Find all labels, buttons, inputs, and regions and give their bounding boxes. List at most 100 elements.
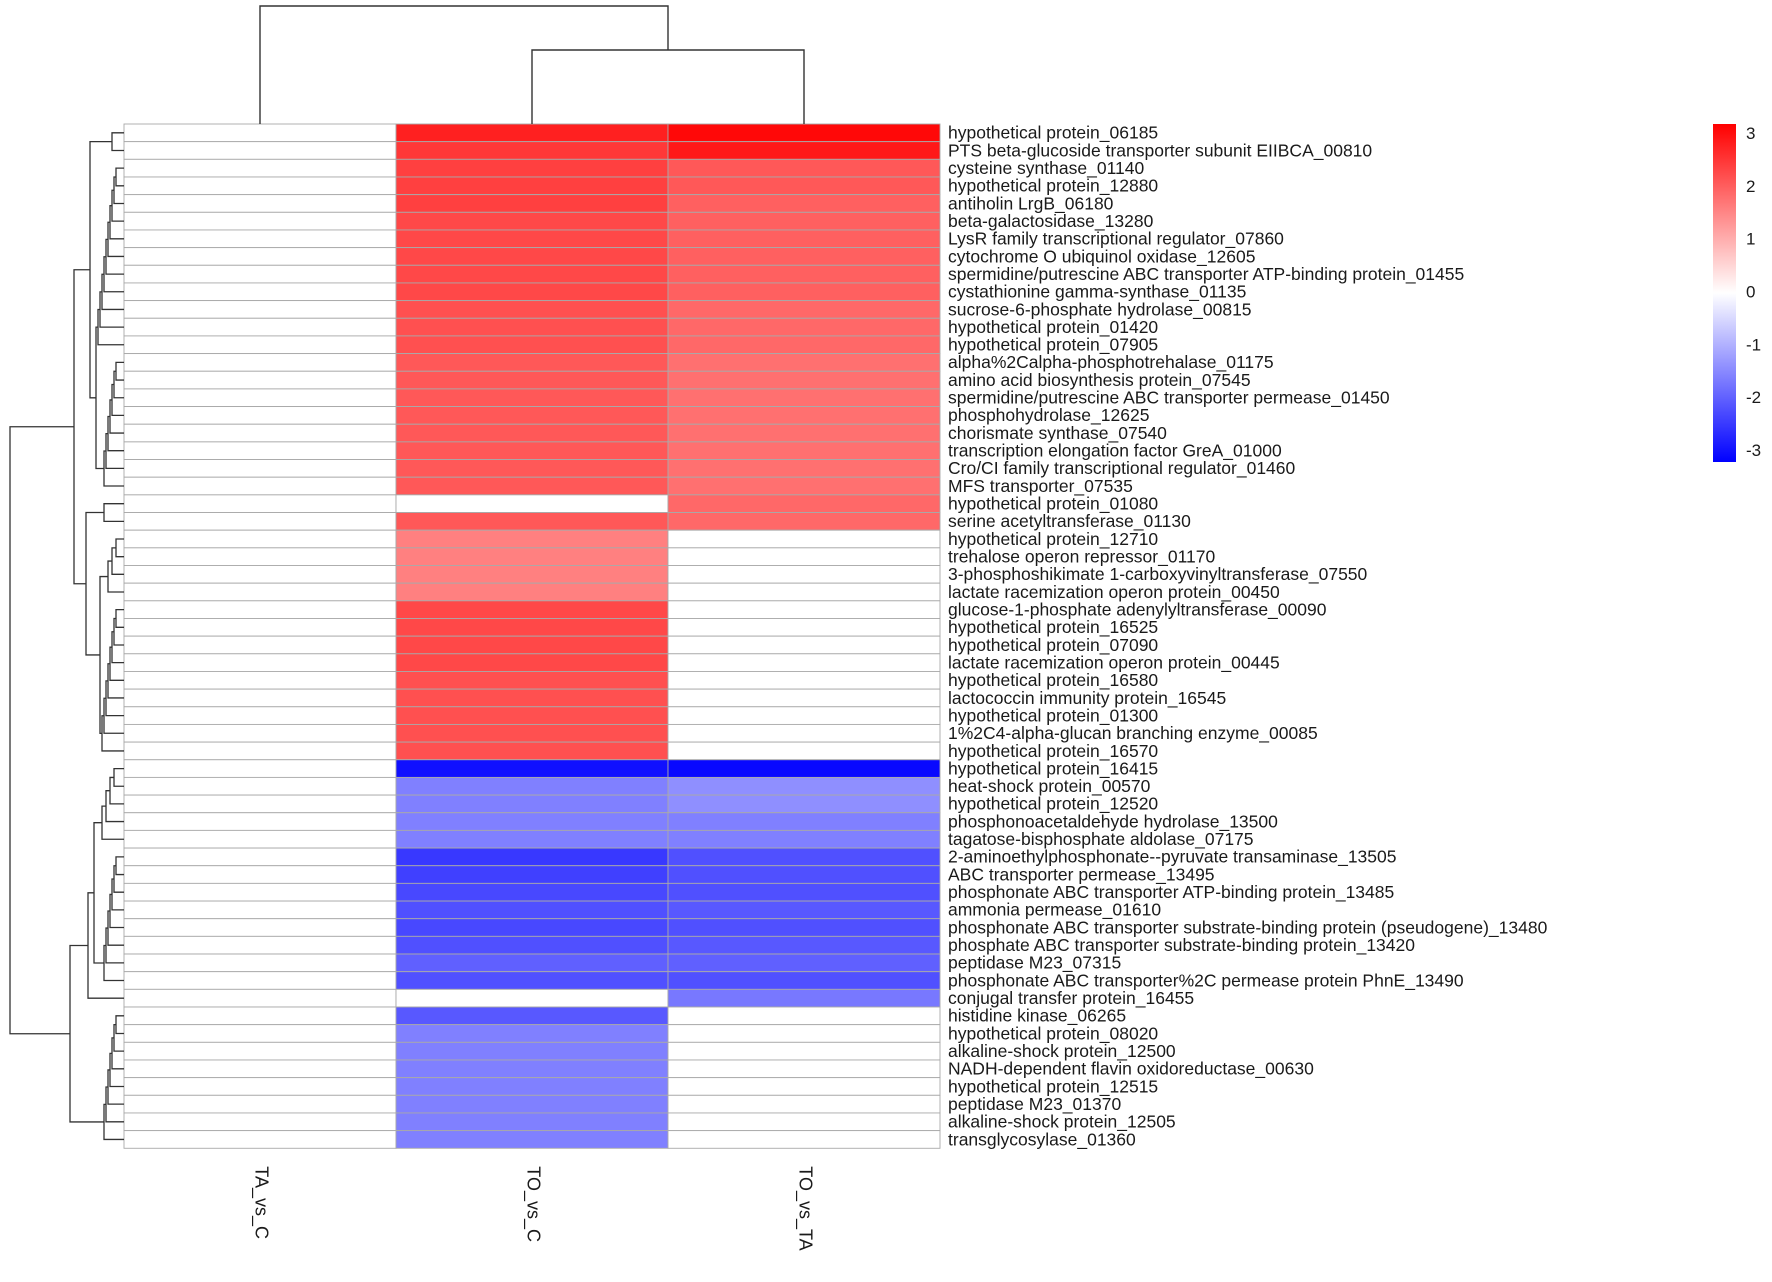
legend-tick-label: 3 [1746, 124, 1755, 143]
heatmap-cell [123, 353, 397, 372]
legend-tick-label: -1 [1746, 335, 1761, 354]
row-label: serine acetyltransferase_01130 [948, 511, 1191, 532]
heatmap-cell [123, 918, 397, 937]
row-label: hypothetical protein_16525 [948, 617, 1158, 638]
heatmap-cell [395, 1112, 669, 1132]
heatmap-cell [667, 176, 941, 196]
column-label: TO_vs_TA [794, 1166, 815, 1250]
heatmap-cell [395, 635, 669, 655]
column-dendrogram-branch [531, 49, 805, 124]
heatmap-cell [123, 882, 397, 902]
legend-tick-label: 0 [1746, 282, 1755, 301]
heatmap-cell [123, 512, 397, 531]
heatmap-cell [123, 123, 397, 143]
legend-tick-label: -2 [1746, 388, 1761, 407]
heatmap-cell [395, 582, 669, 602]
heatmap-cell [667, 882, 941, 902]
heatmap-cell [667, 565, 941, 584]
heatmap-cell [123, 300, 397, 319]
heatmap-cell [667, 935, 941, 955]
row-label: sucrose-6-phosphate hydrolase_00815 [948, 299, 1252, 320]
row-dendrogram-branch [95, 326, 104, 470]
row-dendrogram-branch [111, 132, 124, 152]
heatmap-cell [395, 335, 669, 355]
row-label: hypothetical protein_01080 [948, 494, 1158, 515]
heatmap-cell [123, 1130, 397, 1149]
heatmap-cell [395, 158, 669, 178]
row-label: hypothetical protein_16580 [948, 670, 1158, 691]
heatmap-cell [667, 335, 941, 355]
heatmap-cell [667, 529, 941, 549]
heatmap-cell [123, 1059, 397, 1079]
row-label: antiholin LrgB_06180 [948, 193, 1114, 214]
heatmap-cell [123, 229, 397, 249]
heatmap-cell [123, 441, 397, 460]
heatmap-cell [123, 723, 397, 743]
heatmap-cell [667, 1024, 941, 1043]
row-label: ABC transporter permease_13495 [948, 864, 1215, 885]
row-label: peptidase M23_07315 [948, 953, 1121, 974]
heatmap-cell [667, 776, 941, 796]
row-label: hypothetical protein_12515 [948, 1076, 1158, 1097]
heatmap-cell [667, 141, 941, 160]
heatmap-cell [123, 176, 397, 196]
heatmap-cell [123, 653, 397, 672]
row-label: trehalose operon repressor_01170 [948, 547, 1215, 568]
heatmap-cell [123, 141, 397, 160]
heatmap-cell [123, 317, 397, 337]
heatmap-cell [395, 653, 669, 672]
heatmap-cell [667, 741, 941, 761]
row-label: 2-aminoethylphosphonate--pyruvate transa… [948, 847, 1396, 868]
heatmap-cell [667, 600, 941, 619]
heatmap-cell [395, 618, 669, 637]
row-label: hypothetical protein_12520 [948, 794, 1158, 815]
heatmap-cell [395, 1077, 669, 1096]
heatmap-cell [395, 812, 669, 831]
heatmap-cell [667, 706, 941, 725]
heatmap-cell [395, 1094, 669, 1114]
heatmap-cell [667, 123, 941, 143]
heatmap-cell [123, 900, 397, 920]
heatmap-cell [667, 317, 941, 337]
row-label: lactococcin immunity protein_16545 [948, 688, 1226, 709]
heatmap-cell [667, 459, 941, 478]
heatmap-cell [123, 264, 397, 284]
row-label: spermidine/putrescine ABC transporter pe… [948, 388, 1390, 409]
row-label: hypothetical protein_12710 [948, 529, 1158, 550]
row-dendrogram-branch [115, 538, 124, 558]
heatmap-cell [123, 1094, 397, 1114]
heatmap-cell [395, 1041, 669, 1061]
row-label: 3-phosphoshikimate 1-carboxyvinyltransfe… [948, 564, 1368, 585]
heatmap-cell [667, 441, 941, 460]
heatmap-cell [667, 759, 941, 778]
row-label: phosphohydrolase_12625 [948, 405, 1149, 426]
heatmap-cell [395, 882, 669, 902]
row-label: conjugal transfer protein_16455 [948, 988, 1194, 1009]
heatmap-cell [667, 1077, 941, 1096]
row-label: alkaline-shock protein_12505 [948, 1112, 1176, 1133]
heatmap-cell [667, 547, 941, 566]
heatmap-cell [667, 282, 941, 302]
heatmap-cell [395, 1024, 669, 1043]
row-label: hypothetical protein_01300 [948, 705, 1158, 726]
heatmap-cell [667, 812, 941, 831]
heatmap-cell [667, 300, 941, 319]
row-dendrogram-branch [115, 1015, 124, 1035]
heatmap-cell [123, 865, 397, 884]
row-label: hypothetical protein_07090 [948, 635, 1158, 656]
heatmap-cell [667, 1006, 941, 1026]
row-label: lactate racemization operon protein_0044… [948, 652, 1280, 673]
heatmap-cell [395, 512, 669, 531]
row-label: phosphonate ABC transporter substrate-bi… [948, 917, 1548, 938]
heatmap-cell [667, 494, 941, 513]
heatmap-cell [395, 529, 669, 549]
row-label: hypothetical protein_12880 [948, 176, 1158, 197]
heatmap-cell [667, 900, 941, 920]
row-dendrogram-branch [93, 822, 104, 964]
heatmap-cell [395, 264, 669, 284]
row-dendrogram-branch [109, 776, 124, 805]
heatmap-cell [667, 370, 941, 390]
heatmap-cell [395, 706, 669, 725]
row-label: ammonia permease_01610 [948, 900, 1161, 921]
